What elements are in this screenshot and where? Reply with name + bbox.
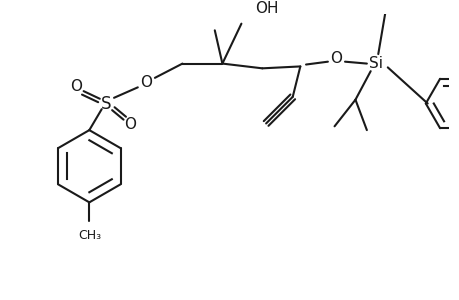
Text: CH₃: CH₃ bbox=[78, 229, 101, 242]
Text: O: O bbox=[70, 79, 82, 94]
Text: S: S bbox=[101, 94, 112, 112]
Text: O: O bbox=[330, 51, 341, 66]
Text: O: O bbox=[140, 75, 152, 90]
Text: O: O bbox=[124, 117, 136, 132]
Text: OH: OH bbox=[254, 1, 278, 16]
Text: Si: Si bbox=[369, 56, 382, 71]
